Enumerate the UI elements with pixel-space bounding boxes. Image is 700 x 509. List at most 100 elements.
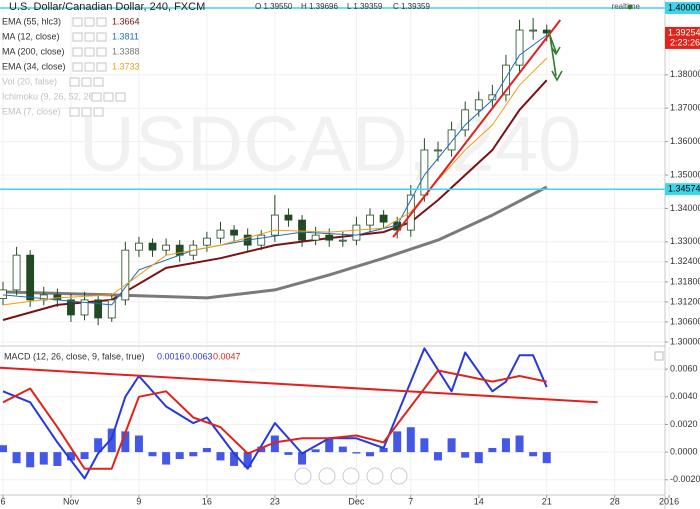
y-tick-label: 1.31800 (670, 276, 700, 286)
bar-countdown: 2:23:26 (670, 37, 700, 47)
x-tick-label: 28 (610, 496, 620, 506)
histogram-bar (257, 446, 266, 453)
y-tick-label: 1.36000 (670, 136, 700, 146)
macd-readout: 0.0047 (213, 351, 241, 361)
watermark: USDCAD, 240 (79, 100, 582, 188)
candle-body (67, 299, 75, 316)
hidden-indicator: Ichimoku (9, 26, 52, 26) (2, 91, 97, 101)
histogram-bar (366, 452, 375, 457)
histogram-bar (284, 452, 293, 455)
x-tick-label: 16 (202, 496, 212, 506)
legend-icon (93, 107, 104, 117)
histogram-bar (39, 452, 48, 465)
x-tick-label: Nov (63, 496, 80, 506)
candle-body (434, 149, 442, 152)
legend-icon (69, 77, 80, 87)
nav-right[interactable] (390, 467, 408, 485)
candle-body (325, 234, 334, 241)
histogram-bar (80, 452, 89, 460)
ohlc-readout: O 1.39550 (255, 2, 293, 11)
ohlc-readout: H 1.39696 (301, 2, 338, 11)
candle-body (230, 229, 238, 236)
candle-body (162, 244, 171, 251)
legend-icon (103, 92, 114, 102)
y-tick-label: 1.35000 (670, 169, 700, 179)
histogram-bar (53, 452, 62, 466)
macd-readout: 0.0016 (157, 351, 185, 361)
x-tick-label: 2016 (659, 496, 679, 506)
y-tick-label: 0.0060 (670, 364, 698, 374)
indicator-name: EMA (55, hlc3) (2, 16, 61, 26)
nav-left[interactable] (366, 467, 384, 485)
x-tick-label: 7 (408, 496, 413, 506)
histogram-bar (243, 452, 252, 468)
legend-icon (96, 32, 107, 42)
histogram-bar (121, 431, 130, 453)
histogram-bar (501, 438, 510, 453)
candle-body (298, 219, 306, 241)
last-price-box (665, 26, 700, 49)
candle-body (311, 234, 320, 241)
x-tick-label: 23 (270, 496, 280, 506)
legend-icon (96, 62, 107, 72)
histogram-bar (175, 452, 184, 460)
price-label: 1.34574 (668, 184, 700, 194)
legend-icon (84, 17, 95, 27)
histogram-bar (433, 452, 442, 461)
candle-body (148, 242, 157, 251)
legend-icon (84, 47, 95, 57)
trendline (392, 19, 562, 238)
realtime-label: realtime (612, 2, 641, 11)
indicator-name: MA (12, close) (2, 31, 60, 41)
last-price-label: 1.39254 (668, 27, 700, 37)
navigation (294, 467, 408, 485)
histogram-bar (352, 452, 361, 454)
histogram-bar (393, 431, 402, 453)
macd-line (2, 347, 548, 480)
y-tick-label: 1.31200 (670, 296, 700, 306)
candle-body (352, 224, 361, 241)
ohlc-readout: L 1.39359 (347, 2, 383, 11)
legend-icon (72, 62, 83, 72)
histogram-bar (107, 428, 116, 453)
histogram-bar (515, 435, 524, 453)
nav-reset[interactable] (342, 467, 360, 485)
histogram-bar (447, 438, 456, 453)
histogram-bar (379, 447, 388, 453)
candle-body (121, 249, 130, 301)
indicator-name: MA (200, close) (2, 46, 65, 56)
moving-average (2, 185, 548, 300)
histogram-bar (298, 452, 307, 465)
y-tick-label: 1.30000 (670, 336, 700, 346)
histogram-bar (26, 452, 35, 468)
maximize-button[interactable] (654, 351, 664, 361)
nav-zoom-in[interactable] (318, 467, 336, 485)
histogram-bar (406, 427, 415, 453)
y-tick-label: 1.34000 (670, 203, 700, 213)
chart-title: U.S. Dollar/Canadian Dollar, 240, FXCM (9, 1, 205, 13)
histogram-bar (162, 452, 171, 465)
histogram-bar (134, 435, 143, 453)
x-tick-label: 6 (0, 496, 5, 506)
indicator-name: EMA (34, close) (2, 61, 66, 71)
legend-icon (81, 77, 92, 87)
legend-icon (81, 107, 92, 117)
legend-icon (96, 17, 107, 27)
y-tick-label: 1.33000 (670, 236, 700, 246)
trendline (0, 366, 598, 404)
candle-body (461, 109, 470, 131)
candle-body (474, 99, 483, 111)
candle-body (107, 299, 116, 319)
nav-zoom-out[interactable] (294, 467, 312, 485)
histogram-bar (325, 438, 334, 453)
macd-line (2, 369, 547, 470)
legend-icon (96, 47, 107, 57)
candle-body (529, 29, 538, 32)
moving-average (2, 34, 547, 306)
legend-icon (84, 62, 95, 72)
x-tick-label: 14 (474, 496, 484, 506)
ohlc-readout: C 1.39359 (393, 2, 430, 11)
indicator-value: 1.3388 (112, 46, 140, 56)
